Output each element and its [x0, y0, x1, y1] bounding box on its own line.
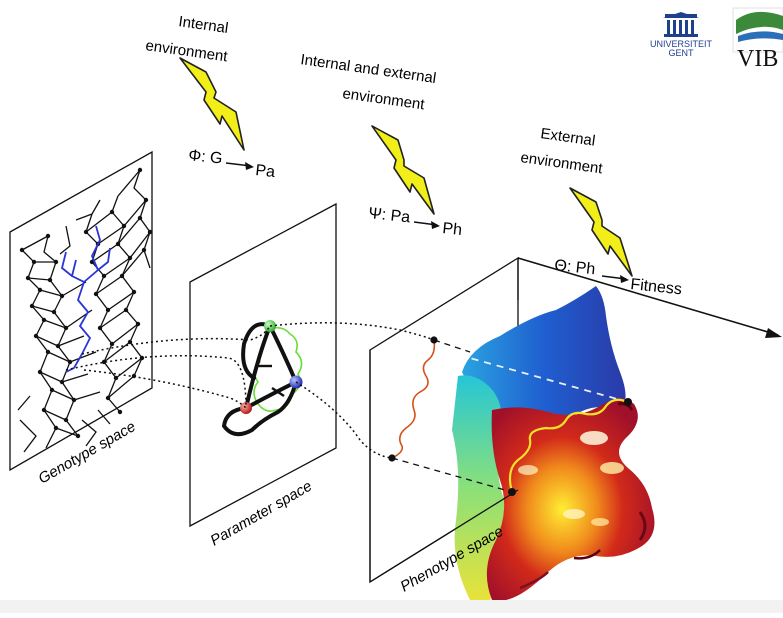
lightning-bolt-icon	[179, 57, 245, 151]
genotype-panel	[9, 150, 153, 472]
bottom-strip	[0, 600, 783, 613]
phi-label: Φ: G	[188, 147, 224, 167]
ugent-name-line2: GENT	[668, 48, 694, 58]
lightning-bolt-icon	[569, 187, 633, 277]
vib-logo: VIB	[732, 7, 783, 72]
int-ext-env-label-1: Internal and external	[299, 51, 437, 87]
psi-mapping: Ψ: Pa Ph	[368, 205, 463, 239]
psi-target: Ph	[442, 220, 463, 239]
blue-gene-path	[60, 225, 111, 373]
external-env-label-2: environment	[519, 149, 604, 177]
ugent-building-icon	[663, 12, 699, 37]
mapping-curves	[65, 322, 435, 459]
internal-env-label-1: Internal	[177, 13, 229, 37]
psi-label: Ψ: Pa	[368, 205, 411, 226]
phi-mapping: Φ: G Pa	[188, 147, 276, 181]
theta-mapping: Θ: Ph Fitness	[554, 257, 683, 298]
external-env-label-1: External	[539, 125, 596, 149]
vib-wordmark: VIB	[737, 46, 778, 72]
fitness-landscape	[433, 286, 655, 600]
axis-arrowhead-icon	[765, 328, 782, 338]
parameter-panel	[189, 202, 337, 528]
phi-target: Pa	[255, 162, 276, 181]
fitness-axis	[517, 257, 782, 338]
parameter-arrows	[258, 364, 285, 397]
ugent-logo: UNIVERSITEIT GENT	[650, 12, 713, 58]
ugent-name-line1: UNIVERSITEIT	[650, 39, 713, 49]
lightning-bolt-icon	[371, 125, 435, 215]
vib-leaf-icon	[736, 11, 783, 34]
int-ext-env-label-2: environment	[341, 85, 426, 113]
theta-target: Fitness	[630, 276, 683, 298]
theta-label: Θ: Ph	[554, 257, 596, 278]
phenotype-panel-contents	[369, 258, 519, 583]
